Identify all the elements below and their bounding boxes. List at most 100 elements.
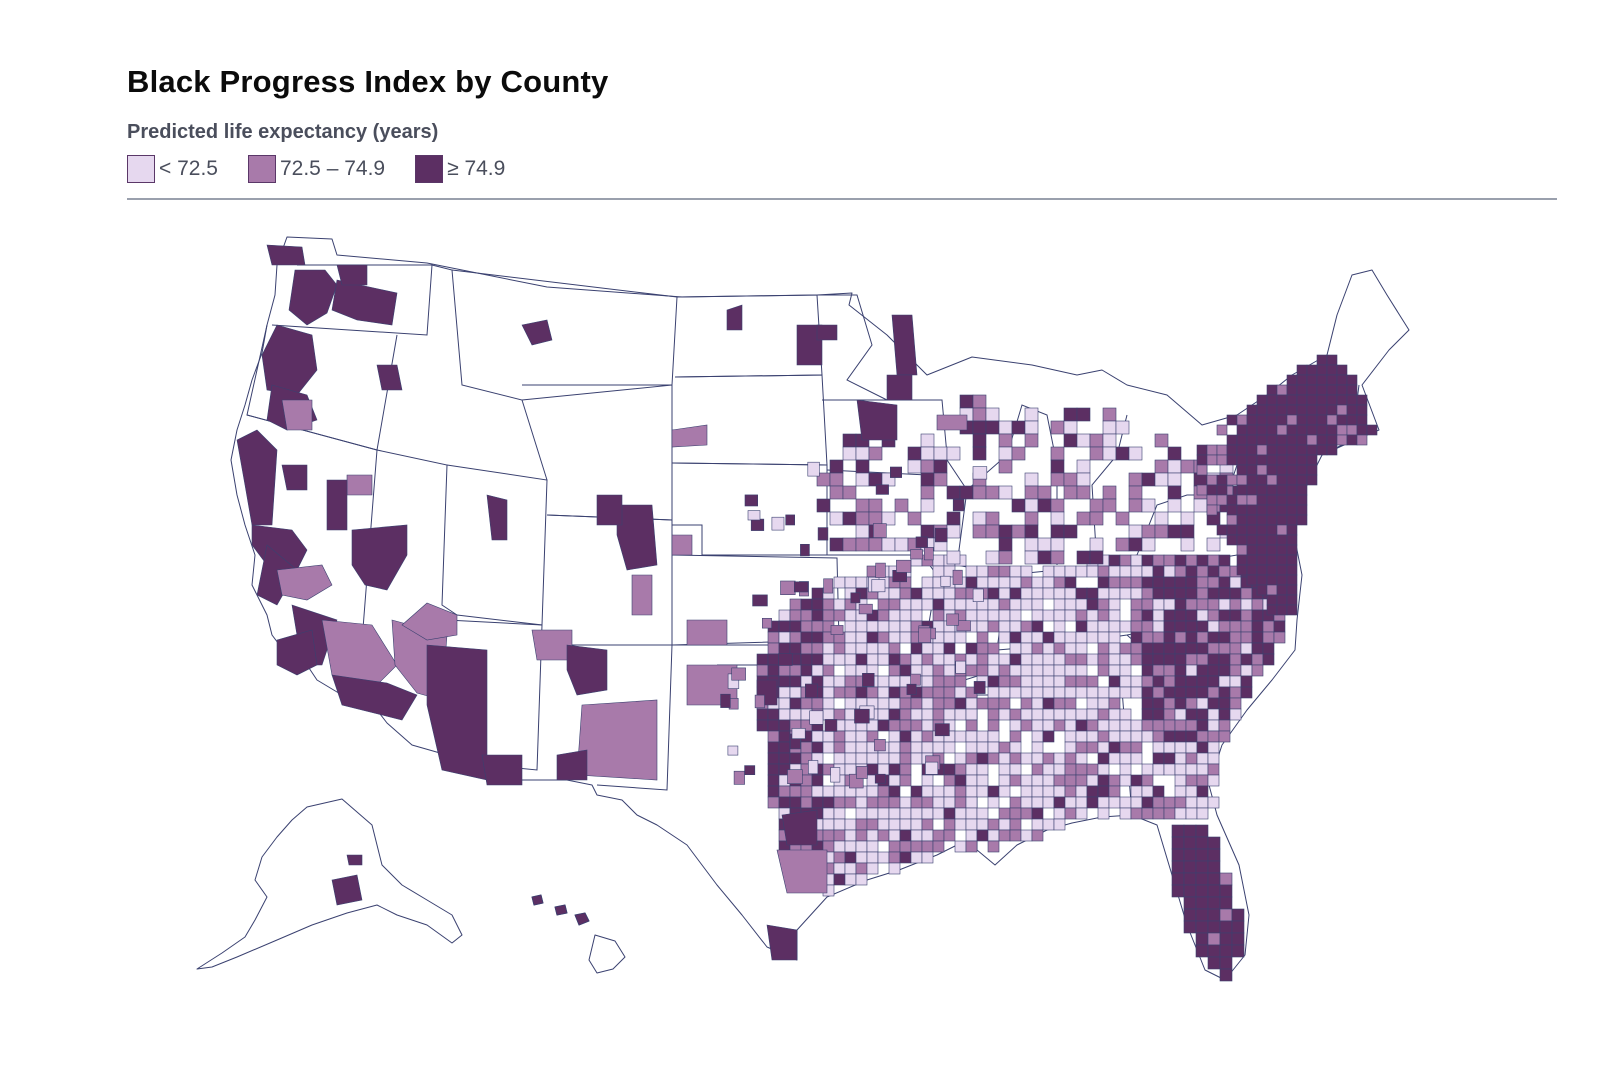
county-cell-south	[888, 752, 901, 765]
county-cell-northeast	[1236, 454, 1248, 466]
county-cell-south	[1119, 807, 1132, 820]
county-cluster-west	[332, 675, 417, 720]
county-cell-south	[789, 686, 802, 699]
county-cell-northeast	[1286, 484, 1298, 496]
county-cell-northeast	[1316, 374, 1328, 386]
county-cell-northeast	[1256, 514, 1268, 526]
county-cell-south	[1075, 686, 1088, 699]
county-cell-northeast	[1236, 544, 1248, 556]
county-cell-midwest	[1154, 511, 1169, 526]
county-cell-northeast	[1276, 424, 1288, 436]
county-cell-south	[1075, 642, 1088, 655]
county-cell-south	[778, 609, 791, 622]
county-cell-south	[1020, 774, 1033, 787]
county-cell-south	[1031, 774, 1044, 787]
county-cell-midwest	[1206, 537, 1221, 552]
county-cluster-west	[937, 415, 967, 430]
county-cell-northeast	[1306, 434, 1318, 446]
county-cell-plains	[807, 461, 820, 477]
county-cell-south	[1042, 675, 1055, 688]
county-cell-south	[965, 708, 978, 721]
county-cell-south	[811, 587, 824, 600]
county-cell-northeast	[1276, 554, 1288, 566]
county-cell-south	[822, 675, 835, 688]
county-cell-south	[1163, 554, 1176, 567]
county-cell-midwest	[842, 433, 857, 448]
county-cell-south	[1218, 708, 1231, 721]
county-cell-northeast	[1256, 534, 1268, 546]
county-cell-northeast	[1286, 474, 1298, 486]
county-cell-south	[822, 818, 835, 831]
county-cell-south	[1009, 686, 1022, 699]
county-cell-south	[1130, 631, 1143, 644]
county-cell-south	[921, 851, 934, 864]
county-cell-south	[778, 741, 791, 754]
county-cell-florida	[1195, 836, 1209, 850]
county-cell-midwest	[1128, 498, 1143, 513]
county-cell-south	[800, 598, 813, 611]
county-cell-south	[1097, 763, 1110, 776]
county-cell-south	[1251, 609, 1264, 622]
county-cell-south	[1119, 752, 1132, 765]
county-cluster-west	[532, 630, 572, 660]
county-cell-south	[932, 664, 945, 677]
county-cell-south	[1031, 697, 1044, 710]
county-cell-south	[1185, 565, 1198, 578]
county-cell-northeast	[1276, 514, 1288, 526]
county-cell-northeast	[1266, 584, 1278, 596]
county-cell-south	[800, 653, 813, 666]
county-cell-south	[1097, 631, 1110, 644]
county-fills	[237, 245, 1378, 982]
county-cell-south	[1196, 675, 1209, 688]
hawaii-island-outline	[589, 935, 625, 973]
county-cell-south	[1064, 675, 1077, 688]
county-cell-south	[756, 664, 769, 677]
county-cell-northeast	[1236, 424, 1248, 436]
county-cell-northeast	[1286, 604, 1298, 616]
county-cell-northeast	[1286, 384, 1298, 396]
county-cell-south	[1185, 697, 1198, 710]
county-cell-midwest	[1063, 485, 1078, 500]
county-cell-south	[1119, 763, 1132, 776]
county-cell-south	[855, 851, 868, 864]
county-cell-south	[855, 686, 868, 699]
county-cluster-west	[767, 925, 797, 960]
county-cell-midwest	[1180, 537, 1195, 552]
county-cell-south	[954, 796, 967, 809]
county-cell-northeast	[1276, 454, 1288, 466]
county-cell-south	[1042, 686, 1055, 699]
county-cell-northeast	[1286, 374, 1298, 386]
county-cell-south	[1152, 686, 1165, 699]
county-cell-northeast	[1246, 434, 1258, 446]
county-cell-south	[1163, 807, 1176, 820]
county-cell-south	[866, 631, 879, 644]
county-cell-south	[1097, 719, 1110, 732]
county-cluster-west	[482, 755, 522, 785]
county-cell-south	[998, 598, 1011, 611]
county-cell-northeast	[1366, 424, 1378, 436]
county-cell-south	[987, 796, 1000, 809]
county-cell-midwest	[985, 485, 1000, 500]
county-cell-south	[1141, 576, 1154, 589]
county-cell-south	[1130, 796, 1143, 809]
county-cell-northeast	[1206, 484, 1218, 496]
county-cell-south	[866, 796, 879, 809]
county-cell-northeast	[1236, 464, 1248, 476]
county-cell-south	[1185, 587, 1198, 600]
legend-swatch-mid	[247, 155, 276, 183]
county-cell-south	[921, 587, 934, 600]
county-cell-midwest	[972, 420, 987, 435]
county-cell-south	[1086, 587, 1099, 600]
county-cell-midwest	[1011, 446, 1026, 461]
county-cell-south	[1031, 653, 1044, 666]
county-cell-south	[1042, 708, 1055, 721]
county-cell-florida	[1183, 920, 1197, 934]
county-cell-midwest	[1076, 485, 1091, 500]
county-cell-florida	[1207, 848, 1221, 862]
county-cell-south	[1064, 730, 1077, 743]
county-cell-south	[1097, 587, 1110, 600]
county-cell-south	[855, 741, 868, 754]
county-cell-south	[855, 818, 868, 831]
county-cell-south	[1075, 730, 1088, 743]
county-cell-midwest	[1115, 420, 1130, 435]
